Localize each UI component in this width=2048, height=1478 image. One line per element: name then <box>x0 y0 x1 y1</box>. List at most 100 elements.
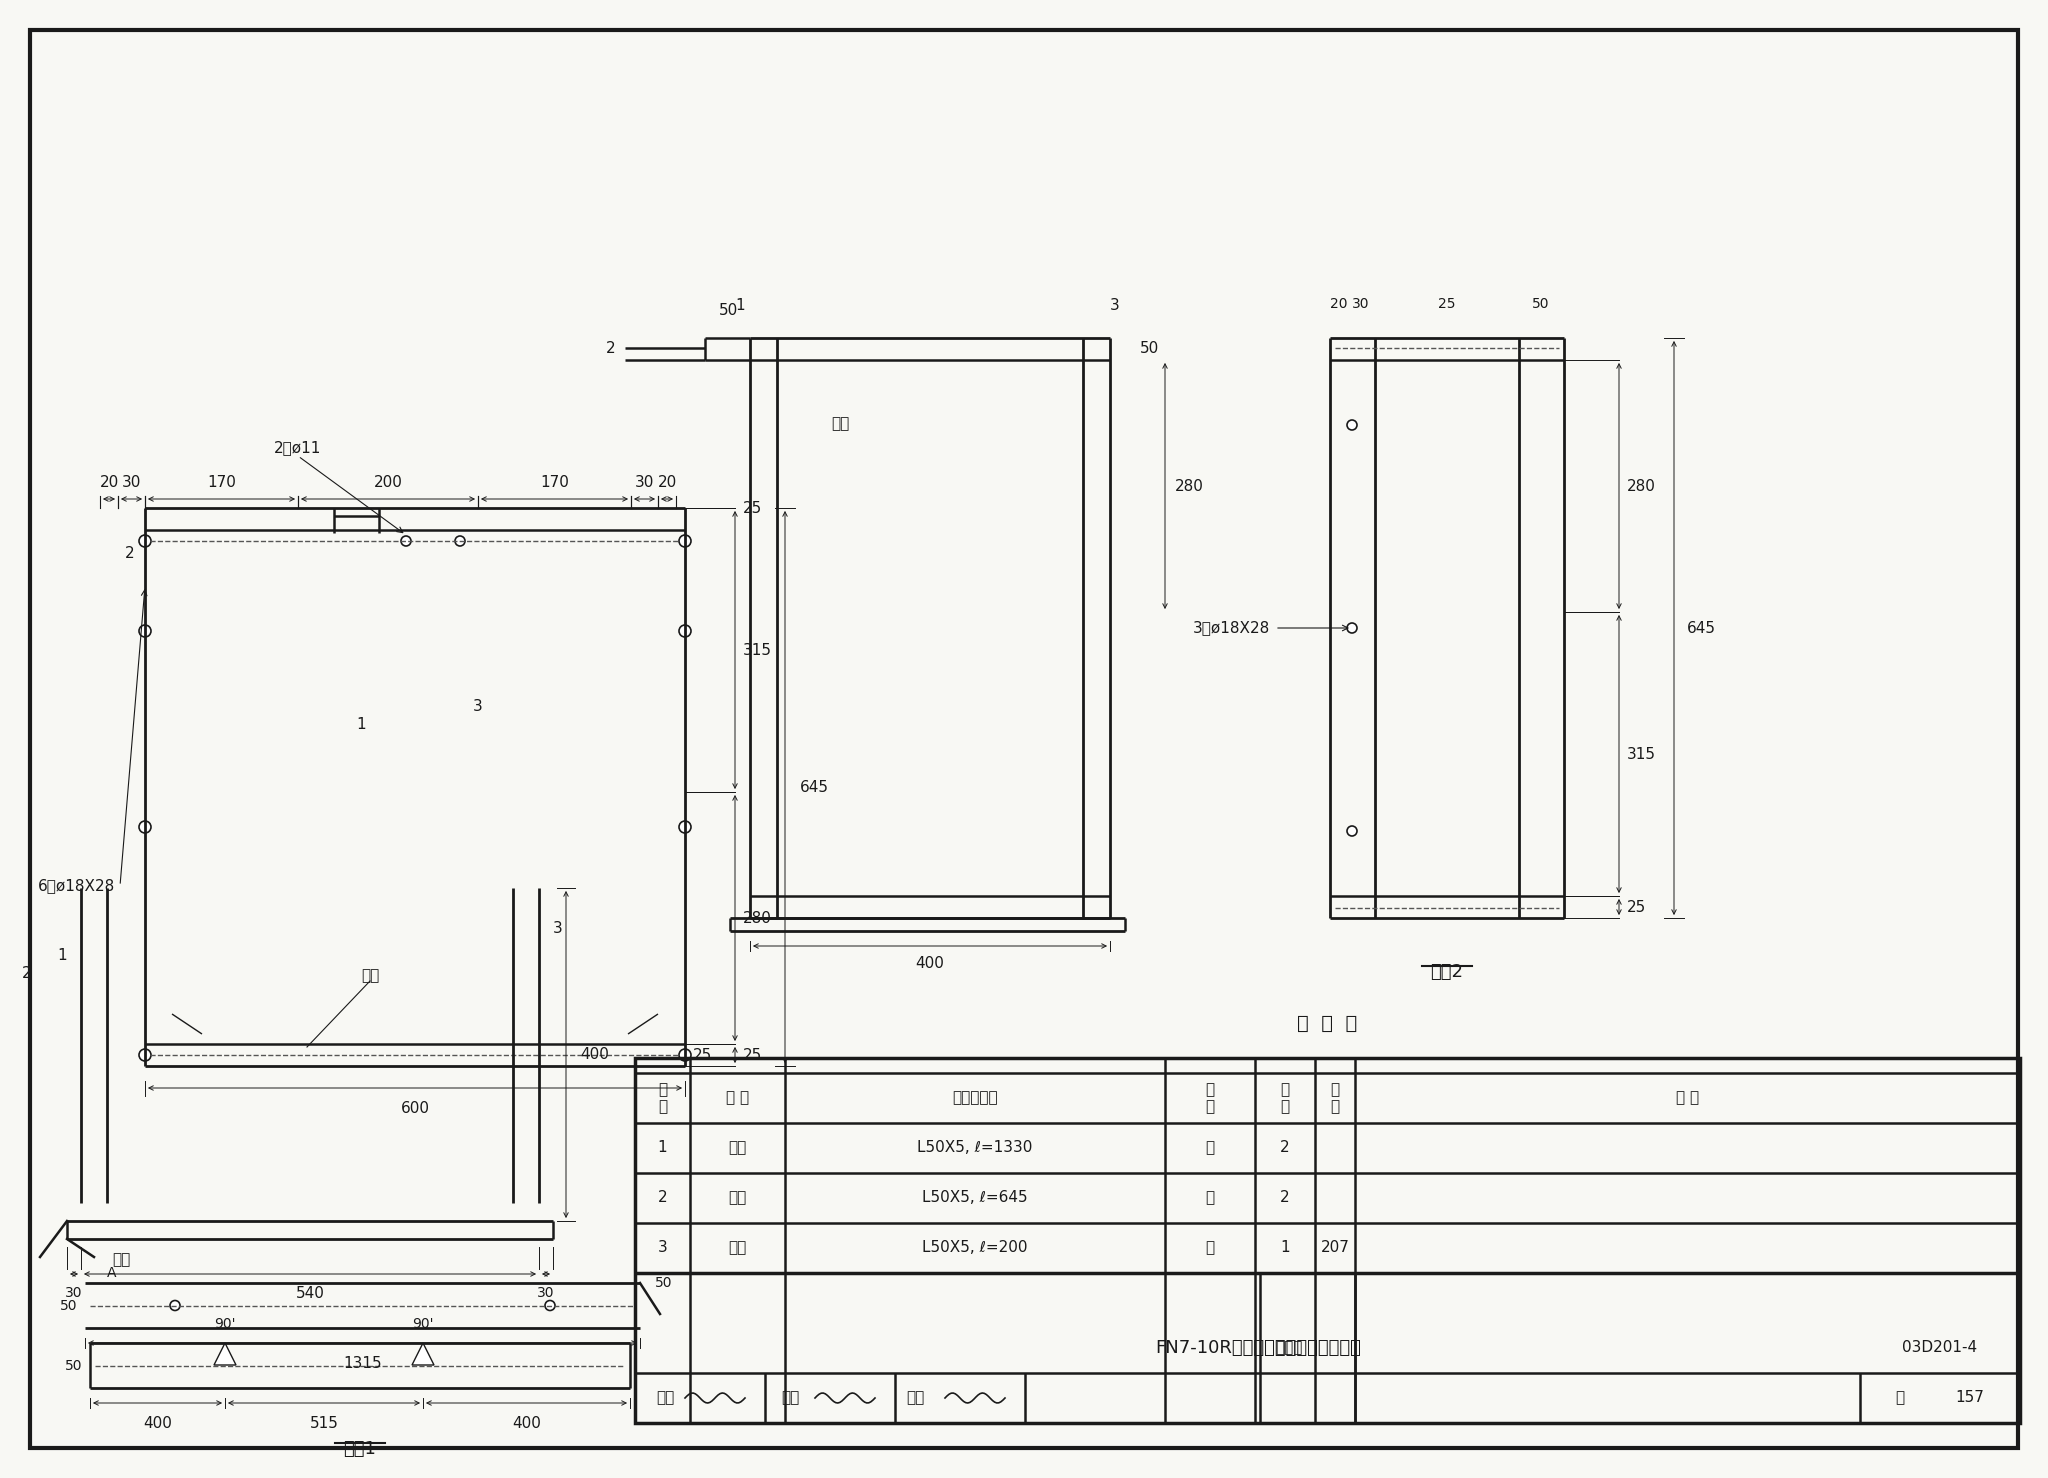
Text: 3孔ø18X28: 3孔ø18X28 <box>1192 621 1270 636</box>
Text: 20: 20 <box>100 474 119 491</box>
Text: 200: 200 <box>373 474 403 491</box>
Text: FN7-10R负荷开关在墙上的安装支架: FN7-10R负荷开关在墙上的安装支架 <box>1155 1339 1362 1357</box>
Text: 400: 400 <box>915 956 944 971</box>
Text: 30: 30 <box>121 474 141 491</box>
Circle shape <box>680 820 690 834</box>
Text: 序
号: 序 号 <box>657 1082 668 1114</box>
Text: 25: 25 <box>743 1048 762 1063</box>
Text: 207: 207 <box>1321 1240 1350 1255</box>
Text: 角钢: 角钢 <box>729 1141 748 1156</box>
Text: 校对: 校对 <box>780 1391 799 1406</box>
Text: 设计: 设计 <box>905 1391 924 1406</box>
Text: 400: 400 <box>143 1416 172 1431</box>
Text: 157: 157 <box>1956 1391 1985 1406</box>
Text: L50X5, ℓ=645: L50X5, ℓ=645 <box>922 1190 1028 1206</box>
Text: 3: 3 <box>657 1240 668 1255</box>
Polygon shape <box>412 1344 434 1366</box>
Text: 3: 3 <box>473 699 483 714</box>
Circle shape <box>139 1049 152 1061</box>
Text: 焊接: 焊接 <box>360 968 379 983</box>
Text: 1: 1 <box>1280 1240 1290 1255</box>
Text: L50X5, ℓ=200: L50X5, ℓ=200 <box>922 1240 1028 1255</box>
Text: 280: 280 <box>1176 479 1204 494</box>
Text: 角钢: 角钢 <box>729 1190 748 1206</box>
Text: 25: 25 <box>1438 297 1456 310</box>
Circle shape <box>139 820 152 834</box>
Text: 50: 50 <box>59 1299 78 1312</box>
Text: 170: 170 <box>207 474 236 491</box>
Circle shape <box>680 535 690 547</box>
Text: 515: 515 <box>309 1416 338 1431</box>
Text: 页
次: 页 次 <box>1331 1082 1339 1114</box>
Circle shape <box>139 535 152 547</box>
Circle shape <box>680 625 690 637</box>
Text: 50: 50 <box>655 1276 672 1290</box>
Text: 645: 645 <box>1688 621 1716 636</box>
Circle shape <box>401 537 412 545</box>
Text: 1: 1 <box>356 717 367 732</box>
Text: 1: 1 <box>657 1141 668 1156</box>
Circle shape <box>139 625 152 637</box>
Text: 400: 400 <box>512 1416 541 1431</box>
Text: 170: 170 <box>541 474 569 491</box>
Circle shape <box>170 1301 180 1311</box>
Text: 50: 50 <box>719 303 737 318</box>
Text: 页: 页 <box>1896 1391 1905 1406</box>
Text: 03D201-4: 03D201-4 <box>1903 1341 1978 1355</box>
Text: 90': 90' <box>412 1317 434 1332</box>
Text: 焊接: 焊接 <box>831 415 850 432</box>
Bar <box>635 1058 2019 1423</box>
Text: 280: 280 <box>1626 479 1657 494</box>
Circle shape <box>455 537 465 545</box>
Text: 645: 645 <box>801 779 829 795</box>
Text: 图集号: 图集号 <box>1276 1341 1303 1355</box>
Text: 3: 3 <box>1110 299 1120 313</box>
Text: 1: 1 <box>57 947 68 964</box>
Text: 3: 3 <box>553 921 563 936</box>
Text: 2: 2 <box>1280 1141 1290 1156</box>
Text: 根: 根 <box>1206 1141 1214 1156</box>
Text: 根: 根 <box>1206 1190 1214 1206</box>
Text: 2: 2 <box>657 1190 668 1206</box>
Circle shape <box>545 1301 555 1311</box>
Text: 600: 600 <box>401 1101 430 1116</box>
Text: 540: 540 <box>295 1286 324 1301</box>
Text: L50X5, ℓ=1330: L50X5, ℓ=1330 <box>918 1141 1032 1156</box>
Text: 6孔ø18X28: 6孔ø18X28 <box>37 878 115 894</box>
Text: 50: 50 <box>1141 340 1159 356</box>
Text: 2: 2 <box>606 340 614 356</box>
Text: 25: 25 <box>743 501 762 516</box>
Text: 明  细  表: 明 细 表 <box>1296 1014 1358 1033</box>
Circle shape <box>1348 624 1358 633</box>
Text: 20: 20 <box>1331 297 1348 310</box>
Text: 30: 30 <box>635 474 653 491</box>
Text: 20: 20 <box>657 474 676 491</box>
Text: 50: 50 <box>63 1358 82 1373</box>
Text: 单
位: 单 位 <box>1206 1082 1214 1114</box>
Text: 30: 30 <box>66 1286 82 1301</box>
Text: A: A <box>106 1267 117 1280</box>
Text: 零件2: 零件2 <box>1430 964 1464 981</box>
Text: 1: 1 <box>735 299 745 313</box>
Text: 型号及规格: 型号及规格 <box>952 1091 997 1106</box>
Text: 25: 25 <box>692 1048 713 1064</box>
Text: 30: 30 <box>1352 297 1370 310</box>
Circle shape <box>1348 420 1358 430</box>
Text: 25: 25 <box>1626 900 1647 915</box>
Text: 400: 400 <box>580 1046 608 1063</box>
Text: 30: 30 <box>537 1286 555 1301</box>
Text: 2: 2 <box>1280 1190 1290 1206</box>
Text: 315: 315 <box>743 643 772 658</box>
Text: 零件1: 零件1 <box>344 1440 377 1457</box>
Text: 角钢: 角钢 <box>729 1240 748 1255</box>
Circle shape <box>1348 826 1358 837</box>
Text: 90': 90' <box>215 1317 236 1332</box>
Text: 1315: 1315 <box>344 1355 381 1372</box>
Text: 数
量: 数 量 <box>1280 1082 1290 1114</box>
Circle shape <box>680 1049 690 1061</box>
Text: 2: 2 <box>125 545 135 560</box>
Text: 审核: 审核 <box>655 1391 674 1406</box>
Text: 315: 315 <box>1626 746 1657 761</box>
Text: 名 称: 名 称 <box>725 1091 750 1106</box>
Text: 根: 根 <box>1206 1240 1214 1255</box>
